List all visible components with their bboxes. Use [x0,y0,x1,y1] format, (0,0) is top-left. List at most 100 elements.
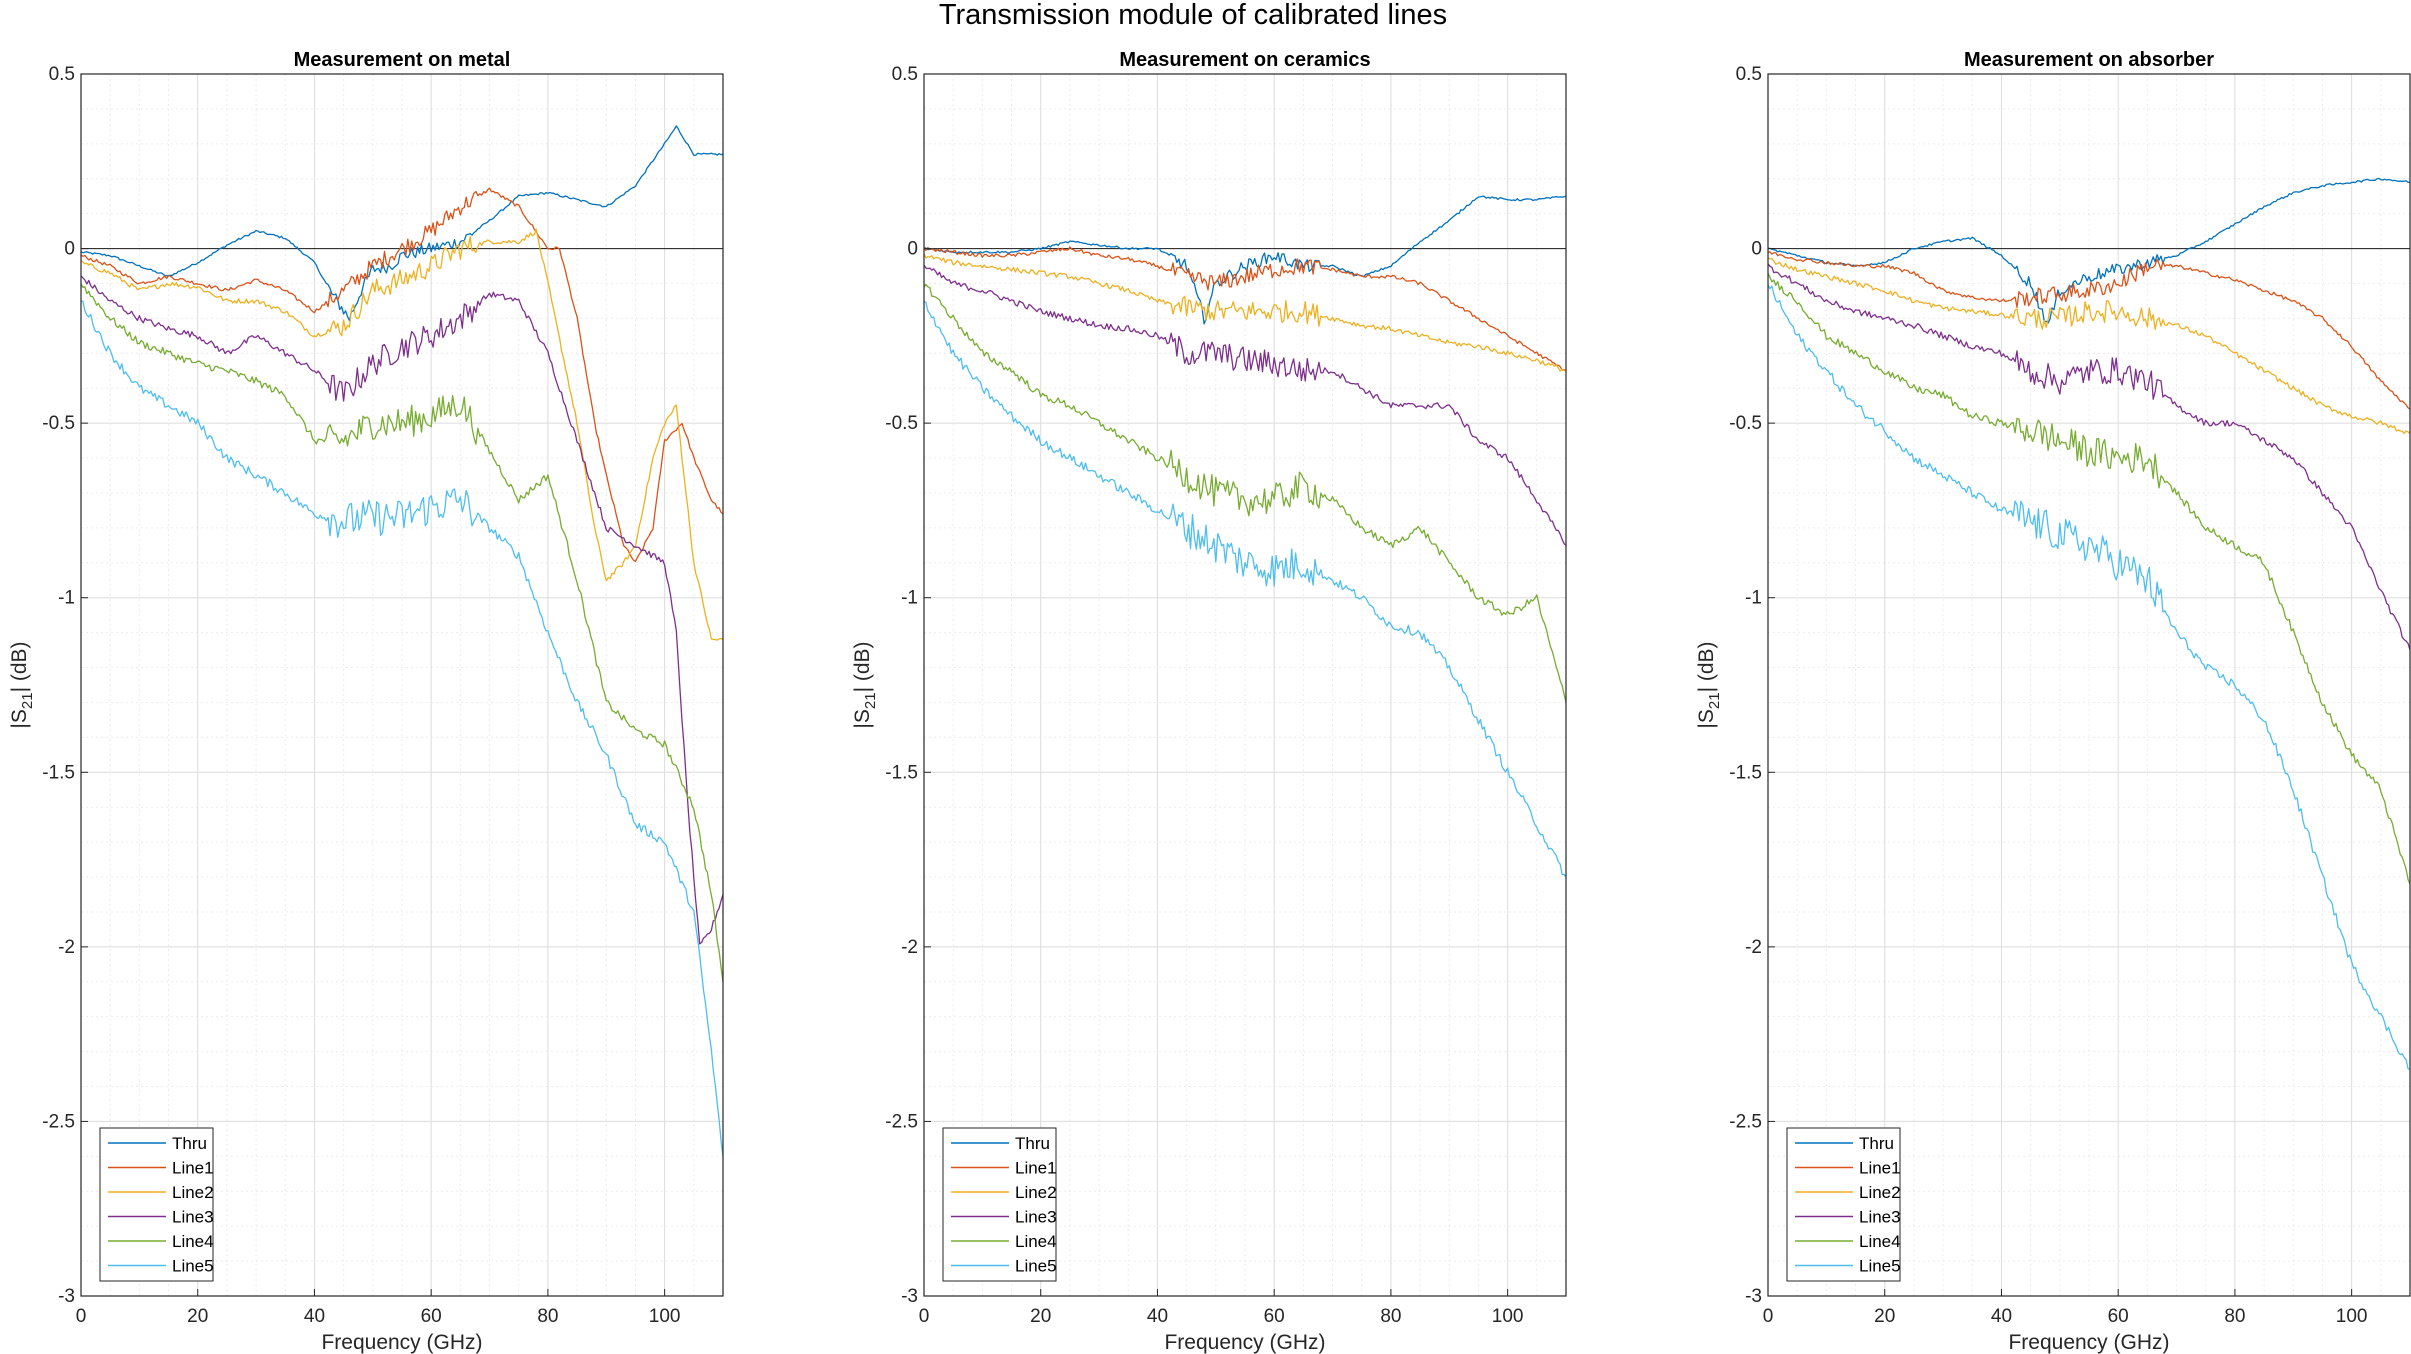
legend-entry: Line5 [1859,1257,1901,1276]
x-tick-label: 60 [1264,1306,1285,1327]
x-tick-label: 40 [1147,1306,1168,1327]
y-tick-label: -2 [1745,937,1762,958]
x-tick-label: 80 [2224,1306,2245,1327]
legend-entry: Thru [172,1134,207,1153]
minor-grid [1768,74,2411,1296]
y-tick-label: -2 [901,937,918,958]
series-line-line5 [923,300,1567,878]
series-line-line4 [923,283,1567,703]
figure-title: Transmission module of calibrated lines [939,0,1447,31]
y-tick-label: 0.5 [49,64,75,85]
legend-entry: Line1 [172,1159,214,1178]
y-tick-label: -3 [901,1286,918,1307]
series-line-line2 [80,228,724,641]
x-tick-label: 40 [304,1306,325,1327]
y-tick-label: -2.5 [1729,1111,1762,1132]
series-group [80,125,724,1157]
legend-entry: Line4 [1859,1232,1901,1251]
series-line-line5 [1767,284,2411,1070]
x-axis-label: Frequency (GHz) [1164,1331,1325,1354]
x-tick-label: 80 [537,1306,558,1327]
panel-title: Measurement on metal [294,49,511,71]
x-tick-label: 20 [1874,1306,1895,1327]
series-group [923,195,1567,878]
x-axis-label: Frequency (GHz) [321,1331,482,1354]
series-line-thru [80,125,724,322]
x-tick-label: 80 [1380,1306,1401,1327]
legend: Thru Line1 Line2 Line3 Line4 Line5 [1786,1127,1901,1282]
y-tick-label: 0 [64,239,75,260]
y-tick-label: -3 [1745,1286,1762,1307]
legend-entry: Line2 [1859,1183,1901,1202]
x-tick-label: 100 [2336,1306,2368,1327]
x-tick-label: 60 [421,1306,442,1327]
y-tick-label: -0.5 [885,413,918,434]
legend-entry: Line3 [1015,1208,1057,1227]
legend: Thru Line1 Line2 Line3 Line4 Line5 [942,1127,1057,1282]
minor-grid [81,74,724,1296]
y-axis-label: |S21| (dB) [1695,641,1723,728]
axes-box [80,73,724,1297]
y-tick-label: -1.5 [42,762,75,783]
y-tick-label: -1.5 [885,762,918,783]
series-line-line1 [80,187,724,563]
y-tick-label: -3 [58,1286,75,1307]
series-line-line3 [923,264,1567,546]
series-line-thru [1767,177,2411,324]
chart-panel-1: 0 20 40 60 80 100 0.5 0 -0.5 -1 -1.5 -2 -2.5 -3 Measur… [8,49,724,1354]
series-line-line1 [1767,251,2411,410]
x-axis-label: Frequency (GHz) [2008,1331,2169,1354]
y-axis-label: |S21| (dB) [851,641,879,728]
x-tick-label: 40 [1991,1306,2012,1327]
series-line-line2 [923,253,1567,372]
x-tick-label: 0 [76,1306,87,1327]
series-line-line2 [1767,257,2411,435]
legend-entry: Line4 [1015,1232,1057,1251]
legend-entry: Line1 [1859,1159,1901,1178]
axes-box [923,73,1567,1297]
series-line-line1 [923,246,1567,372]
y-tick-label: -2 [58,937,75,958]
legend: Thru Line1 Line2 Line3 Line4 Line5 [99,1127,214,1282]
x-tick-label: 20 [187,1306,208,1327]
y-tick-label: 0 [1751,239,1762,260]
x-tick-label: 0 [1763,1306,1774,1327]
y-tick-label: -1.5 [1729,762,1762,783]
legend-entry: Thru [1859,1134,1894,1153]
series-group [1767,177,2411,1070]
x-tick-label: 100 [1492,1306,1524,1327]
series-line-line4 [1767,272,2411,885]
y-tick-label: -2.5 [885,1111,918,1132]
legend-entry: Line4 [172,1232,214,1251]
legend-entry: Line5 [1015,1257,1057,1276]
series-line-line4 [80,283,724,982]
series-line-line5 [80,300,724,1157]
series-line-line3 [1767,263,2411,651]
panel-title: Measurement on ceramics [1119,49,1370,71]
legend-entry: Line1 [1015,1159,1057,1178]
y-tick-label: -1 [901,588,918,609]
y-tick-label: -2.5 [42,1111,75,1132]
y-tick-label: -0.5 [1729,413,1762,434]
y-tick-label: 0 [907,239,918,260]
x-tick-label: 0 [919,1306,930,1327]
panels: 0 20 40 60 80 100 0.5 0 -0.5 -1 -1.5 -2 -2.5 -3 Measur… [8,49,2411,1354]
series-line-thru [923,195,1567,325]
legend-entry: Line3 [172,1208,214,1227]
legend-entry: Line5 [172,1257,214,1276]
major-grid [923,73,1566,1297]
x-tick-label: 60 [2108,1306,2129,1327]
y-tick-label: -1 [58,588,75,609]
chart-panel-3: 0 20 40 60 80 100 0.5 0 -0.5 -1 -1.5 -2 -2.5 -3 Measur… [1695,49,2411,1354]
chart-panel-2: 0 20 40 60 80 100 0.5 0 -0.5 -1 -1.5 -2 -2.5 -3 Measur… [851,49,1567,1354]
y-tick-label: 0.5 [892,64,918,85]
series-line-line3 [80,275,724,945]
y-axis-label: |S21| (dB) [8,641,36,728]
minor-grid [924,74,1567,1296]
legend-entry: Thru [1015,1134,1050,1153]
y-tick-label: -0.5 [42,413,75,434]
y-tick-label: -1 [1745,588,1762,609]
legend-entry: Line2 [1015,1183,1057,1202]
panel-title: Measurement on absorber [1964,49,2214,71]
